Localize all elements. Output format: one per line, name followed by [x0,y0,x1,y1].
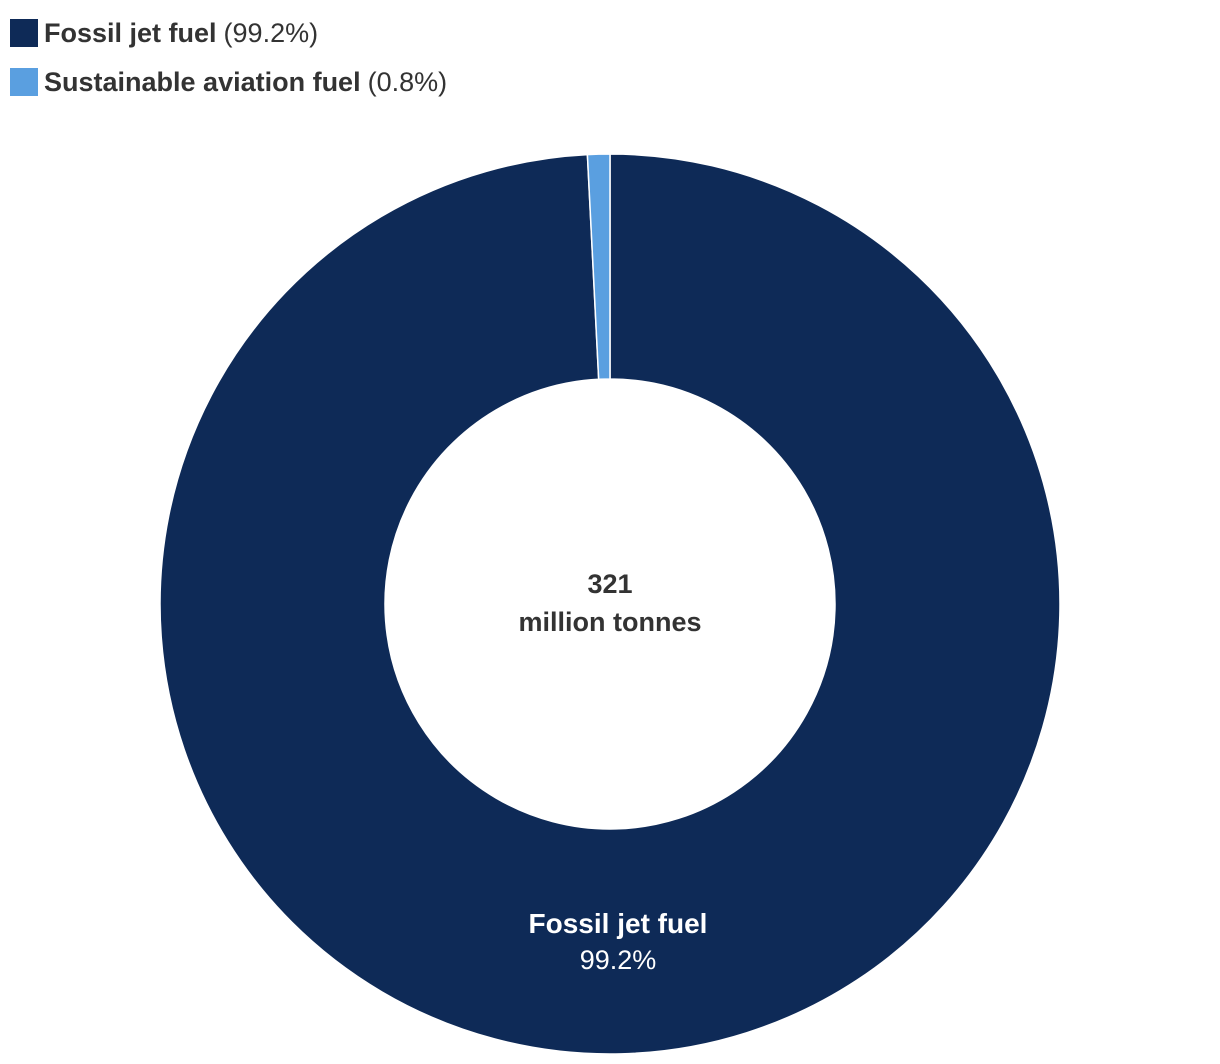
donut-slice-sustainable-aviation-fuel [586,153,611,381]
legend-label-fossil-jet-fuel: Fossil jet fuel [44,17,217,48]
slice-percent-fossil-jet-fuel: 99.2% [580,945,657,975]
legend-percent-fossil-jet-fuel: (99.2%) [223,17,319,48]
legend-item-sustainable-aviation-fuel: Sustainable aviation fuel (0.8%) [10,63,447,101]
legend-swatch-fossil-jet-fuel [10,19,38,47]
slice-label-fossil-jet-fuel: Fossil jet fuel [529,908,708,939]
center-total-unit: million tonnes [518,607,701,637]
legend-percent-sustainable-aviation-fuel: (0.8%) [367,66,448,97]
chart-legend: Fossil jet fuel (99.2%) Sustainable avia… [10,14,447,112]
legend-label-sustainable-aviation-fuel: Sustainable aviation fuel [44,66,361,97]
legend-swatch-sustainable-aviation-fuel [10,68,38,96]
center-total-value: 321 [587,569,632,599]
donut-slice-fossil-jet-fuel [159,153,1061,1055]
legend-item-fossil-jet-fuel: Fossil jet fuel (99.2%) [10,14,447,52]
donut-slices [159,153,1061,1055]
